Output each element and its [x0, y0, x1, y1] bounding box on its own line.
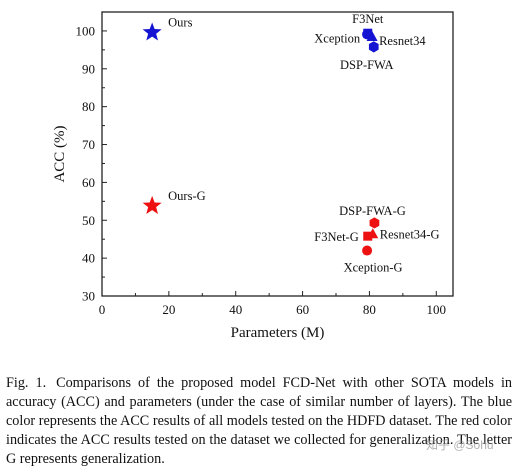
x-tick-label: 100: [427, 302, 447, 317]
y-tick-label: 90: [82, 61, 95, 76]
ours-marker: [142, 22, 162, 41]
dsp-fwa-g-label: DSP-FWA-G: [339, 204, 406, 218]
scatter-chart: 0 20 40 60 80 100 30 40 50 60 70 80 90 100 Parameters …: [52, 11, 454, 341]
resnet34-g-marker: [367, 228, 379, 239]
f3net-g-label: F3Net-G: [314, 230, 358, 244]
plot-frame: [101, 11, 454, 297]
y-tick-label: 100: [76, 23, 96, 38]
dsp-fwa-label: DSP-FWA: [340, 58, 394, 72]
y-tick-label: 50: [82, 213, 95, 228]
ours-g-label: Ours-G: [168, 189, 206, 203]
f3net-label: F3Net: [352, 12, 384, 26]
x-axis-label: Parameters (M): [231, 325, 325, 341]
x-tick-label: 0: [99, 302, 106, 317]
caption-label: Fig. 1.: [6, 375, 47, 392]
y-tick-label: 40: [82, 251, 95, 266]
xception-g-marker: [362, 245, 373, 256]
y-tick-label: 70: [82, 137, 95, 152]
dsp-fwa-g-marker: [369, 217, 380, 229]
x-tick-label: 60: [296, 302, 309, 317]
resnet34-g-label: Resnet34-G: [380, 227, 440, 241]
x-tick-label: 80: [363, 302, 376, 317]
y-tick-label: 80: [82, 99, 95, 114]
f3net-g-marker: [363, 231, 373, 241]
caption-text: Comparisons of the proposed model FCD-Ne…: [6, 375, 512, 468]
y-axis-label: ACC (%): [52, 125, 68, 182]
figure-caption: Fig. 1. Comparisons of the proposed model…: [6, 374, 512, 469]
ours-label: Ours: [168, 15, 192, 29]
x-tick-label: 40: [229, 302, 242, 317]
resnet34-marker: [366, 30, 378, 41]
xception-g-label: Xception-G: [344, 261, 403, 275]
watermark: 知乎 @Sohu: [426, 438, 494, 452]
dsp-fwa-marker: [368, 41, 379, 53]
xception-label: Xception: [314, 31, 361, 45]
y-tick-label: 30: [82, 289, 95, 304]
y-tick-label: 60: [82, 175, 95, 190]
x-tick-label: 20: [162, 302, 175, 317]
ours-g-marker: [142, 195, 162, 214]
resnet34-label: Resnet34: [379, 34, 426, 48]
